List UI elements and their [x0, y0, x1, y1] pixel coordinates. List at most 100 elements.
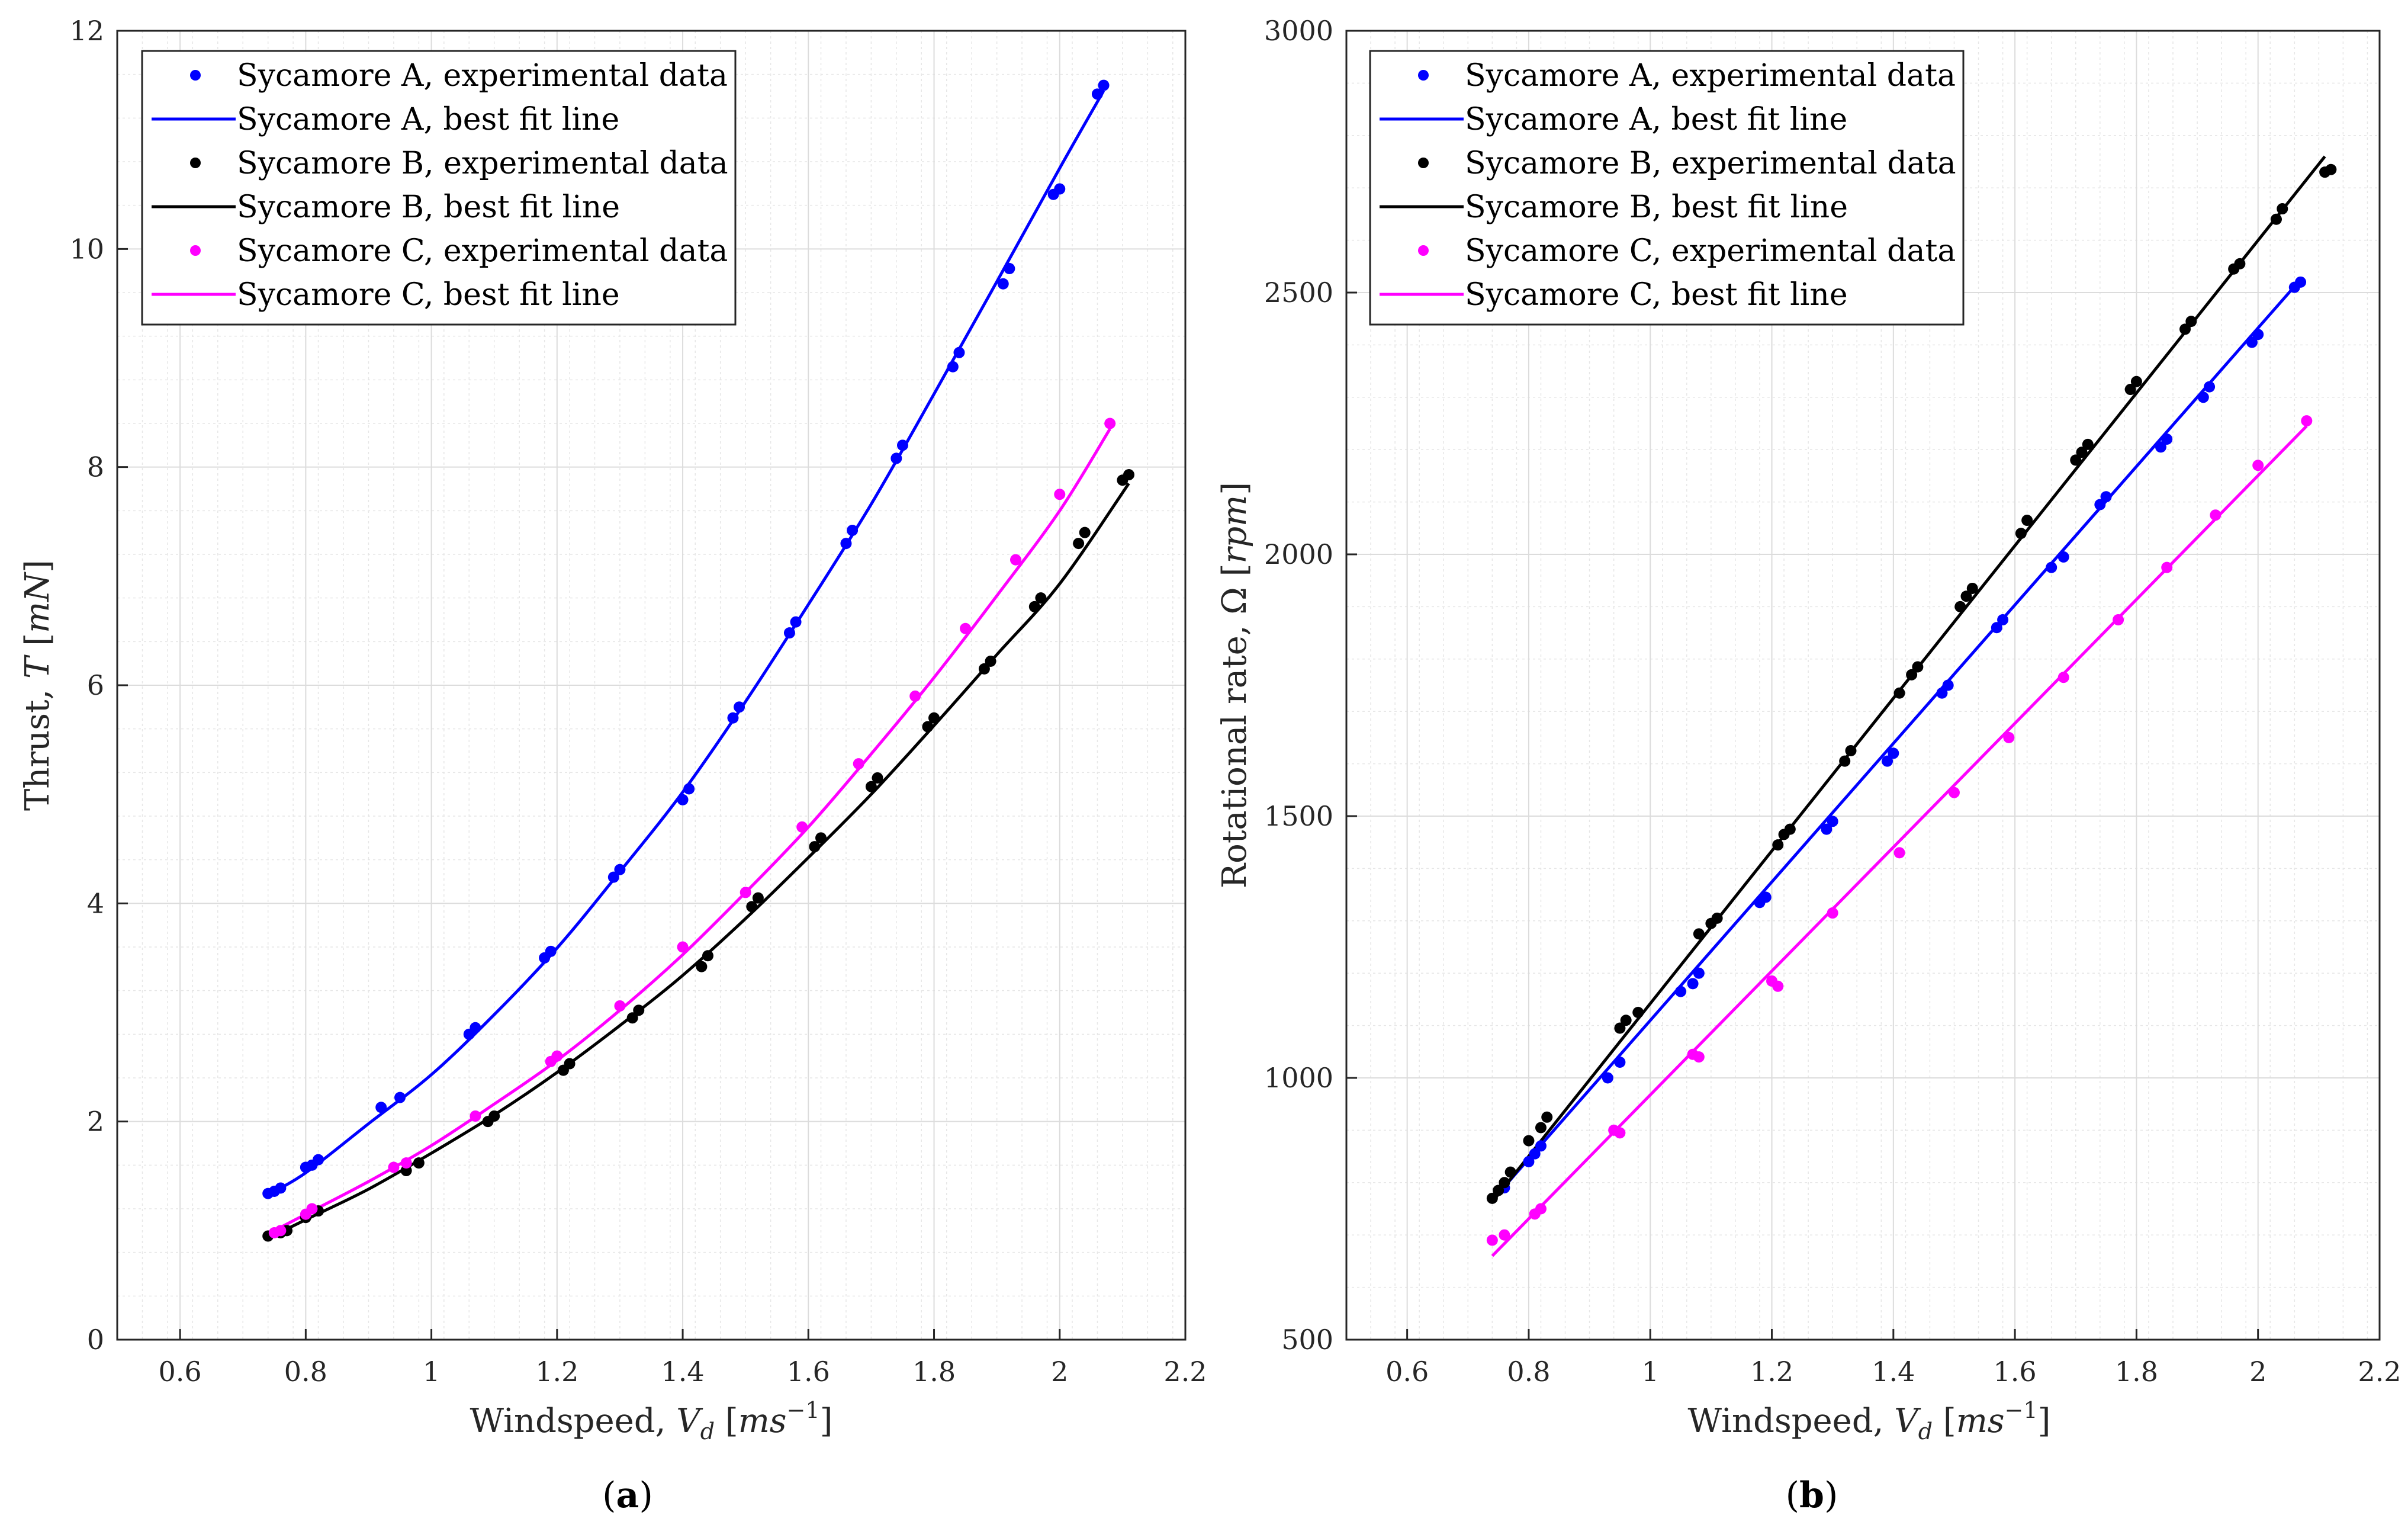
x-tick-label: 1.4: [1872, 1356, 1915, 1388]
data-point-A: [727, 712, 739, 724]
data-point-A: [847, 524, 859, 536]
data-point-A: [1675, 986, 1687, 997]
data-point-B: [922, 721, 934, 733]
tick-marks-b: [1346, 30, 2381, 1341]
data-point-B: [815, 832, 827, 844]
data-points-b: [1486, 163, 2337, 1246]
legend-marker-b-C-exp: [1418, 245, 1429, 256]
x-axis-label-a-sub: d: [700, 1418, 715, 1444]
data-point-C: [1104, 418, 1116, 429]
y-axis-label-a-var: T: [18, 654, 57, 679]
y-tick-label: 0: [87, 1324, 104, 1356]
data-point-C: [2003, 731, 2015, 743]
data-point-B: [1123, 469, 1134, 481]
legend-label-b-C-fit: Sycamore C, best fit line: [1465, 277, 1848, 313]
legend-label-b-B-exp: Sycamore B, experimental data: [1465, 146, 1956, 181]
legend-marker-a-A-exp: [190, 70, 201, 81]
y-axis-label-a-unit-open: [: [18, 633, 57, 657]
data-point-A: [607, 871, 619, 883]
legend-label-a-B-exp: Sycamore B, experimental data: [237, 146, 728, 181]
x-tick-label: 1.6: [1994, 1356, 2037, 1388]
data-point-B: [1541, 1111, 1553, 1123]
data-point-C: [2113, 614, 2124, 625]
data-point-C: [960, 622, 972, 634]
data-point-A: [545, 945, 557, 957]
data-point-A: [1693, 967, 1705, 979]
data-point-C: [2057, 672, 2069, 683]
data-point-A: [2046, 561, 2057, 573]
data-point-A: [275, 1182, 287, 1194]
legend-label-a-B-fit: Sycamore B, best fit line: [237, 190, 620, 225]
x-tick-label: 1.2: [535, 1356, 578, 1388]
legend-label-b-C-exp: Sycamore C, experimental data: [1465, 233, 1956, 269]
data-point-B: [1893, 687, 1905, 699]
data-point-A: [1614, 1056, 1626, 1068]
legend-label-a-A-exp: Sycamore A, experimental data: [237, 58, 728, 94]
legend-marker-a-B-exp: [190, 158, 201, 168]
data-point-A: [790, 616, 802, 628]
data-point-C: [2161, 561, 2173, 573]
x-tick-label: 1.6: [787, 1356, 830, 1388]
x-axis-label-a-unit-close: ]: [820, 1402, 833, 1440]
x-axis-label-a-exp: −1: [787, 1397, 820, 1423]
data-point-B: [1493, 1184, 1504, 1196]
y-tick-label: 6: [87, 669, 104, 701]
data-point-B: [413, 1157, 425, 1169]
data-point-C: [1893, 847, 1905, 859]
data-point-A: [614, 863, 626, 875]
x-tick-label: 2.2: [1163, 1356, 1207, 1388]
data-point-B: [1079, 527, 1091, 538]
x-axis-label-a-var: V: [676, 1402, 703, 1440]
data-point-B: [928, 712, 940, 724]
legend-label-a-C-exp: Sycamore C, experimental data: [237, 233, 728, 269]
y-tick-label: 10: [69, 233, 104, 265]
x-tick-label: 1.8: [912, 1356, 956, 1388]
x-tick-labels-b: 0.6 0.8 1 1.2 1.4 1.6 1.8 2 2.2: [1385, 1356, 2401, 1388]
data-point-B: [1073, 538, 1085, 550]
data-point-B: [1966, 582, 1978, 594]
fit-line-A: [1491, 278, 2302, 1202]
data-point-B: [1839, 755, 1851, 767]
data-point-A: [394, 1092, 406, 1103]
data-point-A: [2252, 329, 2264, 341]
data-point-C: [275, 1225, 287, 1237]
legend-b: Sycamore A, experimental data Sycamore A…: [1369, 50, 1965, 326]
data-point-A: [1882, 755, 1893, 767]
data-point-A: [1827, 816, 1838, 827]
x-axis-label-a: Windspeed, Vd [ms−1]: [470, 1397, 833, 1444]
data-point-B: [1504, 1166, 1516, 1178]
x-tick-label: 1: [1642, 1356, 1659, 1388]
data-point-C: [1010, 554, 1021, 566]
data-point-A: [1602, 1072, 1613, 1084]
data-point-A: [1942, 679, 1954, 691]
data-point-C: [551, 1050, 563, 1062]
data-point-B: [1486, 1192, 1498, 1204]
x-tick-label: 1.8: [2115, 1356, 2158, 1388]
data-point-C: [1054, 489, 1066, 500]
data-point-C: [400, 1157, 412, 1169]
legend-label-b-B-fit: Sycamore B, best fit line: [1465, 190, 1848, 225]
tick-marks-a: [117, 30, 1187, 1341]
data-point-C: [1535, 1203, 1547, 1215]
data-point-A: [1936, 687, 1948, 699]
data-point-B: [1906, 669, 1918, 680]
data-point-A: [375, 1102, 387, 1113]
caption-b: (b): [1786, 1475, 1838, 1516]
data-point-B: [633, 1004, 645, 1016]
data-point-B: [1711, 912, 1723, 924]
data-point-A: [2100, 491, 2112, 503]
data-point-A: [840, 538, 852, 550]
data-point-C: [1693, 1051, 1705, 1063]
legend-marker-a-C-exp: [190, 245, 201, 256]
data-point-C: [853, 758, 864, 770]
legend-label-b-A-fit: Sycamore A, best fit line: [1465, 102, 1847, 137]
x-axis-label-a-prefix: Windspeed,: [470, 1402, 677, 1440]
fit-line-C: [267, 428, 1111, 1235]
y-axis-label-a: Thrust, T [mN]: [18, 560, 57, 811]
legend-label-b-A-exp: Sycamore A, experimental data: [1465, 58, 1956, 94]
data-point-A: [2295, 276, 2307, 288]
data-point-B: [1960, 590, 1972, 602]
data-point-C: [1827, 907, 1838, 919]
x-axis-label-b-unit: ms: [1956, 1402, 2005, 1440]
data-point-A: [1991, 622, 2002, 634]
